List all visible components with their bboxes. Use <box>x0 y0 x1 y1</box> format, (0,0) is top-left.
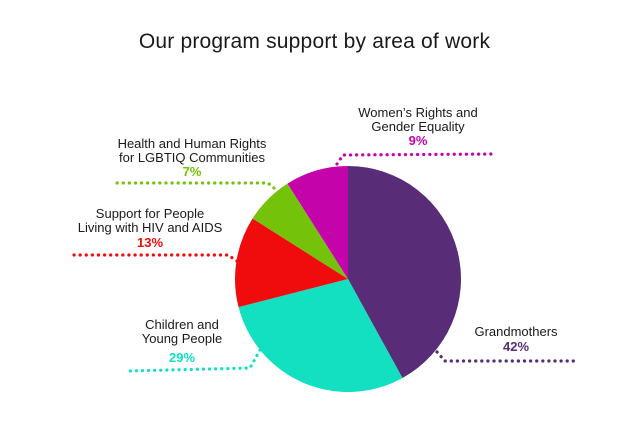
slice-label-women-s-rights-and-gender-equality-line-1: Women’s Rights and <box>358 105 477 120</box>
leader-lines <box>68 152 578 373</box>
slice-label-health-and-human-rights-for-lgbtiq-communities-line-1: Health and Human Rights <box>118 136 267 151</box>
slice-label-children-and-young-people-line-2: Young People <box>142 331 223 346</box>
slice-percent-health-and-human-rights-for-lgbtiq-communities: 7% <box>183 164 202 179</box>
pie-slice-children-and-young-people <box>238 279 403 392</box>
leader-line-grandmothers <box>435 350 578 363</box>
slice-percent-women-s-rights-and-gender-equality: 9% <box>409 133 428 148</box>
leader-line-support-for-people-living-with-hiv-and-aids <box>68 253 239 263</box>
pie-slices <box>235 166 461 392</box>
slice-label-grandmothers-line-1: Grandmothers <box>474 324 558 339</box>
pie-slice-support-for-people-living-with-hiv-and-aids <box>235 218 348 308</box>
pie-slice-grandmothers <box>348 166 461 379</box>
leader-line-children-and-young-people <box>125 348 262 373</box>
leader-line-health-and-human-rights-for-lgbtiq-communities <box>111 181 276 190</box>
slice-percent-children-and-young-people: 29% <box>169 350 195 365</box>
slice-percent-grandmothers: 42% <box>503 339 529 354</box>
slice-label-support-for-people-living-with-hiv-and-aids-line-1: Support for People <box>96 206 204 221</box>
chart-title: Our program support by area of work <box>138 30 491 53</box>
slice-label-women-s-rights-and-gender-equality-line-2: Gender Equality <box>371 119 465 134</box>
leader-line-women-s-rights-and-gender-equality <box>335 152 495 166</box>
slice-label-health-and-human-rights-for-lgbtiq-communities-line-2: for LGBTIQ Communities <box>119 150 265 165</box>
pie-slice-health-and-human-rights-for-lgbtiq-communities <box>252 183 348 279</box>
slice-label-children-and-young-people-line-1: Children and <box>145 317 219 332</box>
slice-percent-support-for-people-living-with-hiv-and-aids: 13% <box>137 235 163 250</box>
slice-label-support-for-people-living-with-hiv-and-aids-line-2: Living with HIV and AIDS <box>78 220 223 235</box>
pie-slice-women-s-rights-and-gender-equality <box>287 166 348 279</box>
